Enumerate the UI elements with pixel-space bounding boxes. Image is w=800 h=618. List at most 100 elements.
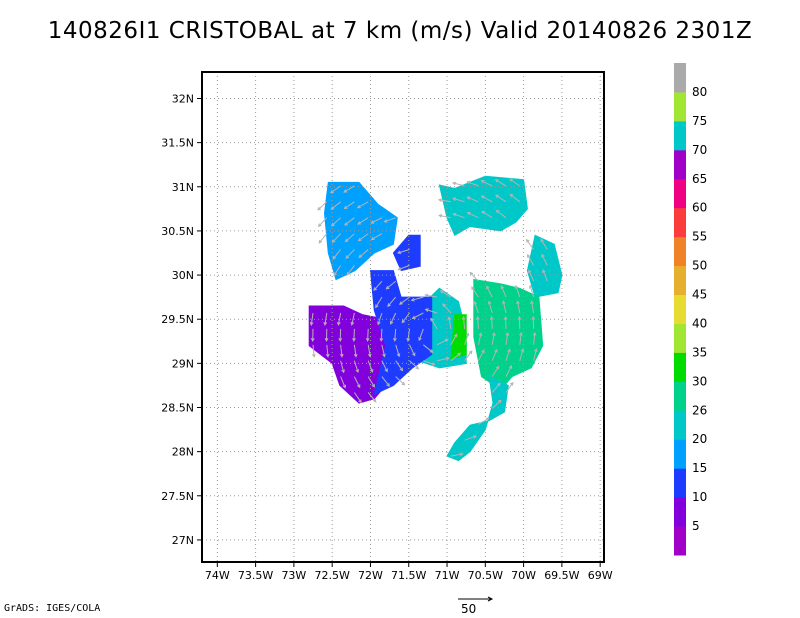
wind-vector-18 <box>330 201 341 210</box>
wind-vector-89 <box>451 181 465 187</box>
y-axis-ticks: 27N 27.5N 28N 28.5N 29N 29.5N 30N 30.5N 31N 31.5N… <box>161 92 202 547</box>
colorbar-label-15: 80 <box>692 85 707 99</box>
wind-vector-52 <box>395 344 401 358</box>
colorbar-label-10: 55 <box>692 230 707 244</box>
wind-vector-102 <box>491 365 500 377</box>
wind-vector-134 <box>527 253 535 266</box>
wind-vector-136 <box>542 269 548 282</box>
wind-vector-15 <box>332 249 341 260</box>
wind-vector-45 <box>377 312 383 326</box>
wind-vector-56 <box>385 280 397 290</box>
wind-vector-88 <box>452 197 465 203</box>
y-tick-label-4: 29N <box>172 357 194 370</box>
wind-vector-63 <box>397 264 410 271</box>
wind-vector-129 <box>532 331 537 345</box>
wind-region-2 <box>526 234 563 298</box>
wind-vector-65 <box>423 360 436 366</box>
colorbar-segment-7 <box>674 323 686 353</box>
wind-vector-68 <box>411 312 424 319</box>
colorbar-label-3: 20 <box>692 432 707 446</box>
wind-vector-35 <box>367 344 372 358</box>
wind-vector-70 <box>436 356 450 362</box>
wind-vector-100 <box>491 399 502 409</box>
wind-vector-135 <box>525 238 535 250</box>
colorbar-segment-5 <box>674 381 686 411</box>
wind-vector-1 <box>310 328 315 342</box>
wind-vector-93 <box>475 315 480 329</box>
wind-vector-10 <box>340 360 345 374</box>
x-tick-label-0: 74W <box>205 569 230 582</box>
wind-vector-124 <box>516 300 521 314</box>
y-tick-label-9: 31.5N <box>161 137 194 150</box>
y-tick-label-8: 31N <box>172 181 194 194</box>
colorbar-label-2: 15 <box>692 461 707 475</box>
colorbar-segment-15 <box>674 91 686 122</box>
wind-vector-23 <box>353 344 358 358</box>
wind-region-1 <box>438 175 528 237</box>
wind-vector-50 <box>395 376 406 386</box>
wind-vector-11 <box>339 344 344 358</box>
colorbar <box>674 63 686 556</box>
wind-vector-126 <box>509 193 521 203</box>
wind-vector-17 <box>330 217 341 227</box>
wind-vector-13 <box>337 312 342 326</box>
wind-vector-14 <box>333 265 342 277</box>
wind-vector-85 <box>464 332 470 345</box>
x-tick-label-9: 69.5W <box>544 569 579 582</box>
wind-vector-132 <box>529 284 535 298</box>
wind-vector-58 <box>409 360 420 370</box>
wind-region-9 <box>450 314 467 360</box>
wind-vector-7 <box>317 217 328 228</box>
wind-vector-109 <box>480 195 493 203</box>
colorbar-label-5: 30 <box>692 374 707 388</box>
wind-vector-39 <box>357 217 369 225</box>
wind-region-4 <box>446 375 509 462</box>
wind-vector-57 <box>383 217 396 223</box>
colorbar-segment-10 <box>674 236 686 267</box>
colorbar-segment-16 <box>674 63 686 93</box>
x-tick-label-2: 73W <box>281 569 306 582</box>
wind-vector-86 <box>461 315 466 329</box>
x-tick-label-5: 71.5W <box>391 569 426 582</box>
wind-vector-113 <box>505 348 511 361</box>
wind-vector-71 <box>436 338 449 346</box>
wind-vector-138 <box>540 238 548 250</box>
colorbar-label-4: 26 <box>692 403 707 417</box>
wind-vector-123 <box>517 315 522 329</box>
wind-vector-54 <box>390 312 397 325</box>
wind-vector-27 <box>345 249 355 259</box>
colorbar-label-11: 60 <box>692 201 707 215</box>
wind-vector-4 <box>324 328 329 342</box>
wind-vector-73 <box>424 308 438 314</box>
wind-speed-shading <box>308 175 563 462</box>
wind-vector-98 <box>466 196 479 203</box>
grads-credit: GrADS: IGES/COLA <box>4 603 101 614</box>
wind-vector-2 <box>309 312 314 326</box>
wind-vector-0 <box>311 344 316 358</box>
wind-vector-22 <box>353 360 360 374</box>
grid-lines <box>202 72 604 562</box>
wind-vector-6 <box>318 233 328 244</box>
wind-vector-25 <box>350 312 355 326</box>
wind-vector-104 <box>491 332 496 345</box>
wind-vector-69 <box>410 296 424 302</box>
y-tick-label-10: 32N <box>172 92 194 105</box>
wind-vector-131 <box>530 300 535 314</box>
wind-vector-101 <box>491 382 501 393</box>
wind-vector-110 <box>480 180 493 187</box>
wind-vector-87 <box>452 212 465 219</box>
x-tick-label-10: 69W <box>588 569 613 582</box>
colorbar-segment-1 <box>674 497 686 527</box>
wind-vector-116 <box>502 300 507 314</box>
colorbar-segment-9 <box>674 265 686 296</box>
wind-vector-32 <box>367 392 377 403</box>
wind-vector-60 <box>406 328 411 342</box>
y-tick-label-7: 30.5N <box>161 225 194 238</box>
wind-vector-78 <box>447 316 452 329</box>
wind-vector-137 <box>541 253 548 266</box>
colorbar-label-14: 75 <box>692 114 707 128</box>
colorbar-segment-12 <box>674 178 686 209</box>
wind-vector-3 <box>325 344 330 358</box>
x-tick-label-8: 70W <box>511 569 536 582</box>
colorbar-segment-3 <box>674 439 686 469</box>
